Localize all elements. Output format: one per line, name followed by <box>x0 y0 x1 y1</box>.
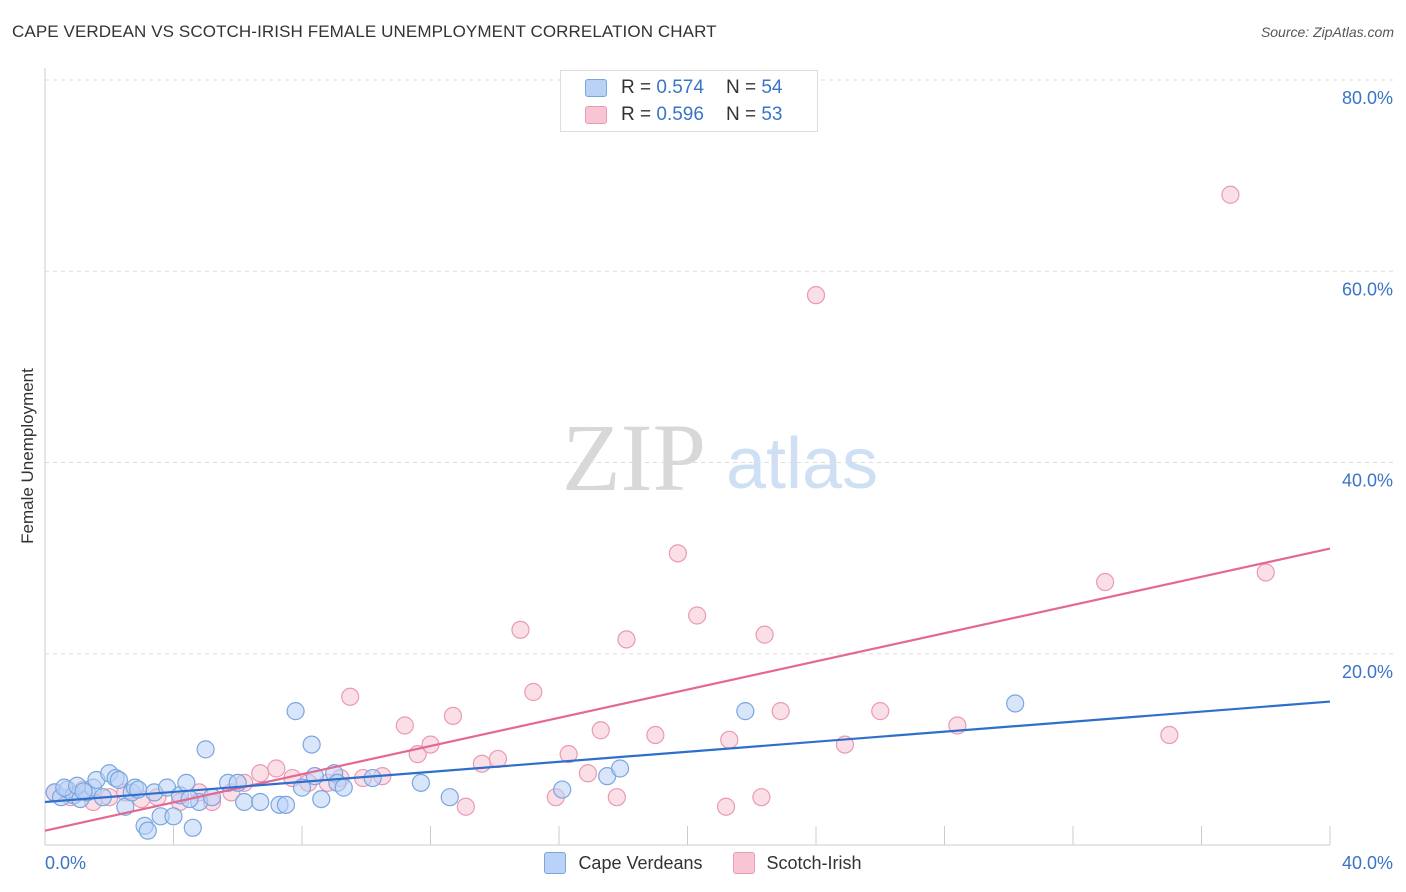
scotch-irish-trend-line <box>44 547 1331 832</box>
cape-verdeans-point <box>411 773 430 792</box>
scotch-irish-point <box>251 764 270 783</box>
scotch-irish-point <box>443 706 463 726</box>
scotch-irish-point <box>341 687 360 706</box>
scotch-irish-point <box>395 716 414 735</box>
legend-label-cape-verdeans: Cape Verdeans <box>578 852 703 873</box>
y-tick-label: 60.0% <box>1342 279 1393 299</box>
watermark-atlas: atlas <box>726 424 878 504</box>
cape-verdeans-point <box>109 770 128 790</box>
pink-swatch <box>732 852 755 874</box>
cape-verdeans-point <box>196 740 215 759</box>
cape-verdeans-point <box>1006 694 1025 713</box>
scotch-irish-point <box>1096 572 1115 592</box>
cape-verdeans-point <box>286 702 305 721</box>
scotch-irish-point <box>456 797 475 816</box>
cape-verdeans-point <box>363 768 382 788</box>
cape-verdeans-point <box>292 778 312 797</box>
blue-swatch <box>544 852 567 874</box>
scotch-irish-point <box>771 702 790 721</box>
scotch-irish-point <box>1221 185 1240 204</box>
legend-item-cape-verdeans[interactable]: Cape Verdeans <box>544 852 703 874</box>
cape-verdeans-points <box>45 694 1025 840</box>
scotch-irish-point <box>720 730 739 749</box>
scotch-irish-point <box>591 721 610 740</box>
n-value-scotch-irish: 53 <box>761 104 783 125</box>
scotch-irish-point <box>524 682 543 702</box>
trend-lines <box>44 547 1331 832</box>
cape-verdeans-point <box>251 792 270 812</box>
scotch-irish-point <box>511 620 530 639</box>
scotch-irish-point <box>688 606 707 625</box>
cape-verdeans-point <box>440 788 459 807</box>
scotch-irish-point <box>488 749 508 769</box>
r-label: R = <box>621 104 652 125</box>
y-tick-label: 80.0% <box>1342 88 1393 108</box>
cape-verdeans-point <box>235 792 254 812</box>
r-label: R = <box>621 77 652 98</box>
cape-verdeans-point <box>164 807 183 826</box>
cape-verdeans-point <box>177 773 196 792</box>
scotch-irish-point <box>755 625 774 644</box>
r-value-cape-verdeans: 0.574 <box>656 77 704 98</box>
pink-swatch <box>585 106 607 124</box>
scotch-irish-point <box>1160 725 1179 745</box>
n-label: N = <box>725 104 757 125</box>
cape-verdeans-point <box>610 759 630 778</box>
scotch-irish-point <box>806 286 826 305</box>
x-tick-label: 0.0% <box>45 853 86 873</box>
n-label: N = <box>725 77 757 98</box>
cape-verdeans-point <box>302 735 321 754</box>
cape-verdeans-point <box>553 780 572 799</box>
cape-verdeans-point <box>183 818 202 837</box>
axes <box>44 68 1331 846</box>
scotch-irish-point <box>607 788 626 807</box>
legend-label-scotch-irish: Scotch-Irish <box>766 852 862 873</box>
tick-labels: 20.0% 40.0% 60.0% 80.0% 0.0% 40.0% <box>45 88 1393 873</box>
cape-verdeans-point <box>138 821 157 840</box>
scotch-irish-point <box>716 797 736 816</box>
correlation-legend: R = 0.574 N = 54 R = 0.596 N = 53 <box>560 70 818 132</box>
gridlines <box>45 79 1395 655</box>
n-value-cape-verdeans: 54 <box>761 77 783 98</box>
legend-item-scotch-irish[interactable]: Scotch-Irish <box>732 852 862 874</box>
legend-row-scotch-irish: R = 0.596 N = 53 <box>585 103 782 127</box>
legend-row-cape-verdeans: R = 0.574 N = 54 <box>585 76 782 100</box>
scotch-irish-point <box>1256 563 1275 582</box>
y-tick-label: 40.0% <box>1342 471 1393 491</box>
scotch-irish-point <box>871 702 890 721</box>
r-value-scotch-irish: 0.596 <box>656 104 704 125</box>
scotch-irish-point <box>559 745 578 764</box>
source-note: Source: ZipAtlas.com <box>1260 24 1394 40</box>
series-legend: Cape Verdeans Scotch-Irish <box>0 852 1406 874</box>
scotch-irish-point <box>668 544 687 563</box>
watermark-zip: ZIP <box>562 404 706 511</box>
cape-verdeans-point <box>736 702 755 721</box>
scotch-irish-point <box>472 754 491 773</box>
scotch-irish-point <box>752 788 771 807</box>
scotch-irish-point <box>617 630 636 649</box>
scotch-irish-point <box>646 725 665 745</box>
cape-verdeans-trend-line <box>44 700 1331 804</box>
watermark: ZIP atlas <box>562 404 878 511</box>
cape-verdeans-point <box>312 789 331 809</box>
x-tick-label: 40.0% <box>1342 853 1393 873</box>
y-tick-label: 20.0% <box>1342 662 1393 682</box>
blue-swatch <box>585 79 607 97</box>
scotch-irish-point <box>578 764 598 783</box>
scotch-irish-point <box>267 759 286 778</box>
cape-verdeans-point <box>334 778 353 797</box>
chart-title: CAPE VERDEAN VS SCOTCH-IRISH FEMALE UNEM… <box>12 22 717 41</box>
cape-verdeans-point <box>276 795 296 814</box>
cape-verdeans-point <box>202 788 222 807</box>
